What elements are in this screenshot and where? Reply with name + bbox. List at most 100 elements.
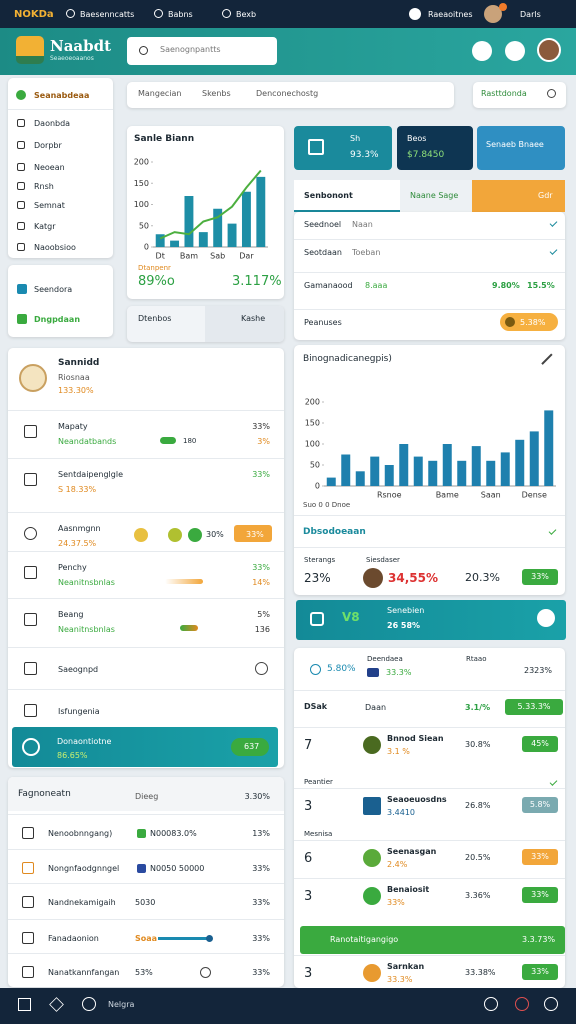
row-name: Nongnfaodgnngel <box>48 864 120 873</box>
row-icon <box>363 797 381 815</box>
sidebar <box>8 78 113 258</box>
menu-item[interactable]: Rnsh <box>34 182 54 191</box>
row-icon <box>24 425 37 438</box>
nav-icon <box>544 997 558 1011</box>
quick-button[interactable] <box>294 126 392 170</box>
filter[interactable]: Skenbs <box>202 89 231 98</box>
quick-label[interactable]: Sh <box>350 134 361 143</box>
row-sub: 33.3% <box>387 975 413 984</box>
header-label: Deendaea <box>367 655 403 663</box>
section-title: Dbsodoeaan <box>303 527 366 537</box>
menu-icon <box>17 201 25 209</box>
menu-item[interactable]: Semnat <box>34 201 65 210</box>
divider <box>294 840 565 841</box>
progress <box>165 579 203 584</box>
row-value: 13% <box>252 829 270 838</box>
row-sub: 33% <box>387 898 405 907</box>
header-title: Sannidd <box>58 358 100 368</box>
header-value: 5.80% <box>327 664 356 674</box>
divider <box>294 309 565 310</box>
row-extra: Toeban <box>352 248 381 257</box>
tab[interactable] <box>472 180 565 212</box>
tab-label[interactable]: Senbonont <box>304 191 353 200</box>
row-pct: 33.38% <box>465 968 496 977</box>
stat: 3.117% <box>232 274 282 289</box>
tab[interactable] <box>294 180 400 212</box>
quick-button[interactable] <box>397 126 473 170</box>
quick-label[interactable]: Senaeb Bnaee <box>486 140 544 149</box>
filter-action-label[interactable]: Rasttdonda <box>481 89 527 98</box>
mini-label: Kashe <box>241 314 266 323</box>
row-pct: 3.1/% <box>465 703 491 712</box>
link-icon <box>66 9 75 18</box>
row-pct: 3.36% <box>465 891 491 900</box>
nav-label[interactable]: Nelgra <box>108 1000 135 1009</box>
activity-card <box>8 348 284 768</box>
row-name: Nanatkannfangan <box>48 968 120 977</box>
menu-item[interactable]: Naoobsioo <box>34 243 76 252</box>
icon-button <box>472 41 492 61</box>
row-icon <box>24 473 37 486</box>
user-name[interactable]: Raeaoitnes <box>428 10 473 19</box>
menu-icon <box>17 163 25 171</box>
banner-code: V8 <box>342 610 360 624</box>
button[interactable] <box>234 525 272 542</box>
row-value: 8.aaa <box>365 281 388 290</box>
badge-label: 5.38% <box>520 318 546 327</box>
nav-icon[interactable] <box>18 998 31 1011</box>
row-value: 33% <box>252 470 270 479</box>
menu-item[interactable]: Dngpdaan <box>34 315 81 324</box>
menu-item[interactable]: Daonbda <box>34 119 71 128</box>
top-link[interactable]: Bexb <box>236 10 257 19</box>
row-value: 33% <box>252 422 270 431</box>
link-icon <box>154 9 163 18</box>
row-sub: Neandatbands <box>58 437 117 446</box>
search-icon <box>139 46 148 55</box>
divider <box>294 272 565 273</box>
menu-item[interactable]: Seendora <box>34 285 73 294</box>
top-link[interactable]: Baesenncatts <box>80 10 135 19</box>
row-value: 33% <box>252 563 270 572</box>
quick-label[interactable]: Beos <box>407 134 427 143</box>
divider <box>294 727 565 728</box>
mode-toggle[interactable]: Darls <box>520 10 541 19</box>
search-placeholder[interactable]: Saenognpantts <box>160 45 221 54</box>
row-title: Mapaty <box>58 422 88 431</box>
insight-value: 23% <box>304 571 331 585</box>
menu-item[interactable]: Dorpbr <box>34 141 62 150</box>
badge-icon <box>505 317 515 327</box>
row-value: 33% <box>252 898 270 907</box>
row-sub: 2.4% <box>387 860 408 869</box>
rank: DSak <box>304 702 328 711</box>
button[interactable] <box>231 738 269 756</box>
menu-item[interactable]: Katgr <box>34 222 56 231</box>
row-action <box>255 662 268 675</box>
banner-text: Ranotaitigangigo <box>330 935 399 944</box>
menu-item[interactable]: Neoean <box>34 163 65 172</box>
tab-label[interactable]: Naane Sage <box>410 191 459 200</box>
chip <box>168 528 182 542</box>
row-value: 15.5% <box>527 281 555 290</box>
filter[interactable]: Denconechostg <box>256 89 319 98</box>
tab-label[interactable]: Gdr <box>538 191 553 200</box>
row-mid: 180 <box>183 437 197 445</box>
row-title: Isfungenia <box>58 707 100 716</box>
quick-button[interactable] <box>477 126 565 170</box>
row-mid: 30% <box>206 530 224 539</box>
row-icon <box>363 736 381 754</box>
filter[interactable]: Mangecian <box>138 89 182 98</box>
menu-icon <box>17 222 25 230</box>
menu-item[interactable]: Seanabdeaa <box>34 91 90 100</box>
top-link[interactable]: Babns <box>168 10 193 19</box>
row-title: Penchy <box>58 563 87 572</box>
quick-icon <box>308 139 324 155</box>
search-box[interactable] <box>127 37 277 65</box>
row-mid: Soaa <box>135 934 158 943</box>
quick-value[interactable]: $7.8450 <box>407 150 445 160</box>
progress-knob <box>206 935 213 942</box>
row-sub: 3.1 % <box>387 747 410 756</box>
tab[interactable] <box>400 180 472 212</box>
divider <box>294 547 565 548</box>
quick-value[interactable]: 93.3% <box>350 150 379 160</box>
insight-name: Siesdaser <box>366 556 400 564</box>
